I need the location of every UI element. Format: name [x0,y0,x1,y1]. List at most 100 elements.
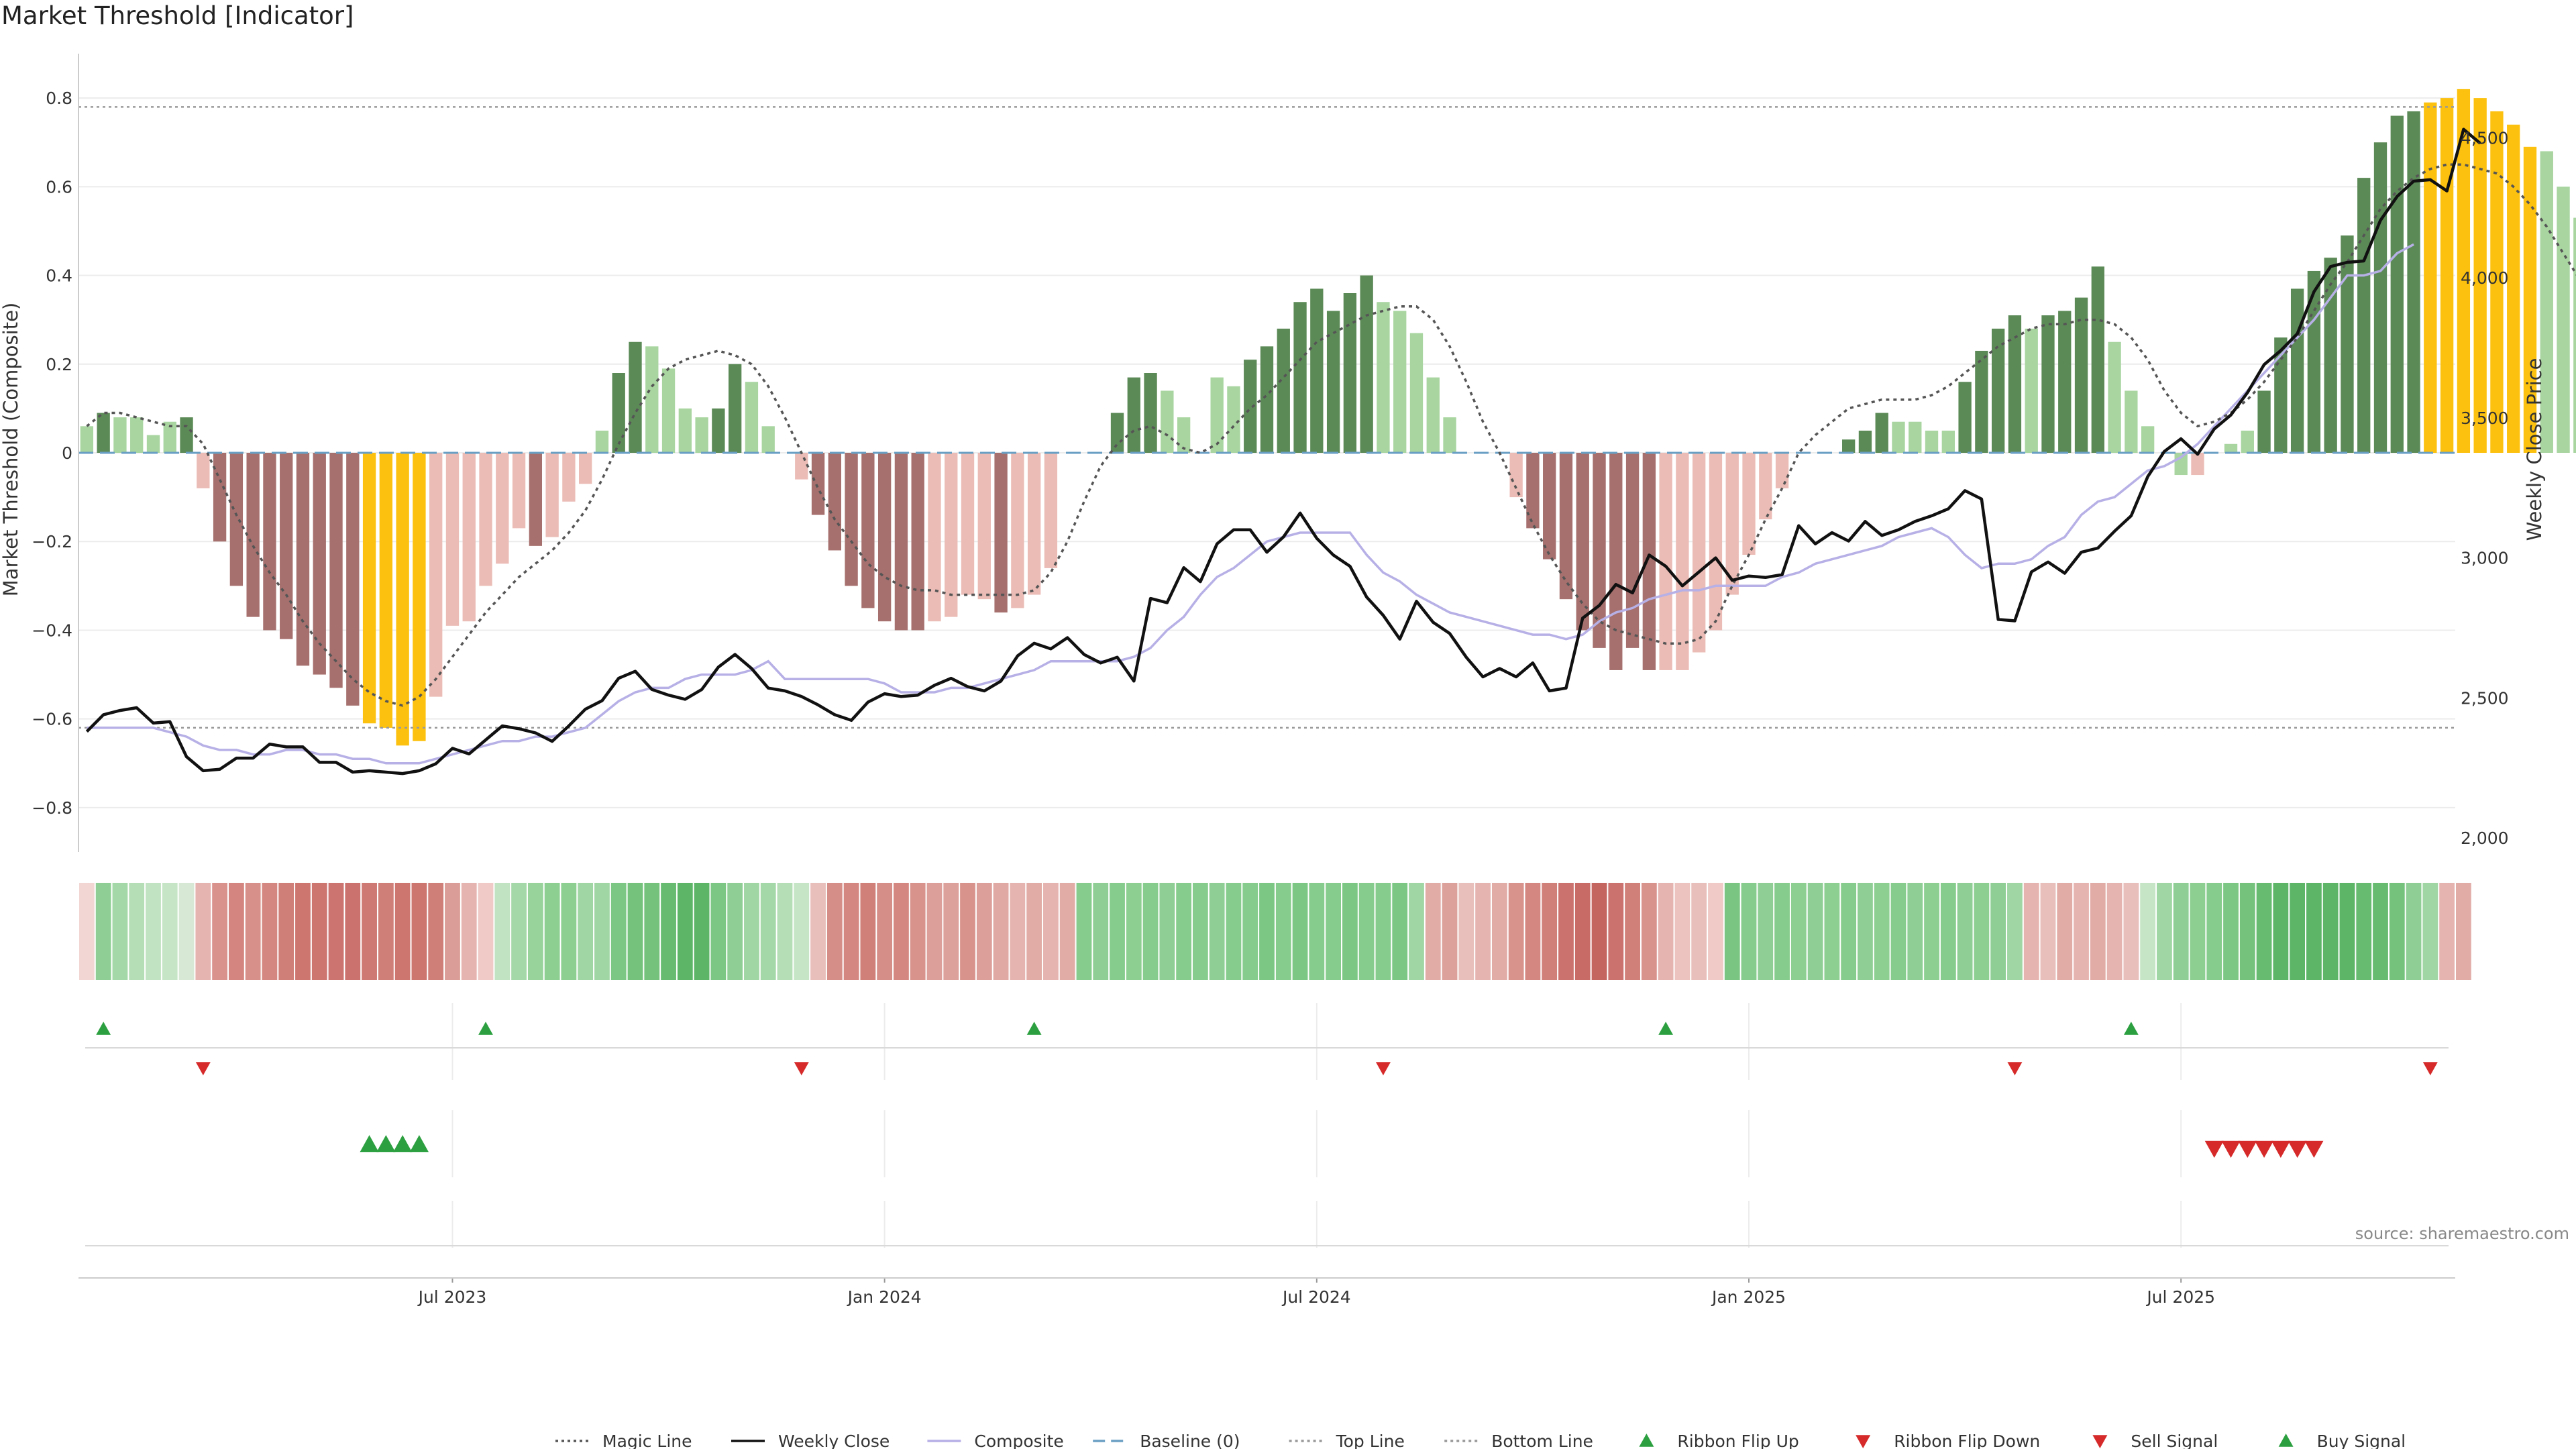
ribbon-cell [1043,883,1059,980]
ribbon-flip-down-marker [2422,1062,2438,1075]
composite-bar [1875,413,1888,453]
y-tick-label: 0.6 [46,177,72,197]
ribbon-cell [178,883,195,980]
legend-label: Ribbon Flip Down [1894,1432,2040,1449]
ribbon-cell [744,883,759,980]
ribbon-cell [1059,883,1075,980]
composite-bar [2041,315,2055,453]
ribbon-cell [146,883,161,980]
composite-bar [945,453,958,617]
composite-bar [811,453,825,515]
x-tick-label: Jul 2024 [1281,1287,1351,1307]
composite-bar [2008,315,2022,453]
composite-bar [562,453,576,502]
left-axis: 0.8 0.6 0.4 0.2 0 −0.2 −0.4 −0.6 −0.8 [32,54,79,852]
composite-bar [1991,328,2005,453]
y-right-tick-label: 2,000 [2461,828,2509,848]
y-tick-label: 0.4 [46,266,72,286]
ribbon-cell [2140,883,2156,980]
sell-signal-marker [2221,1140,2241,1158]
composite-bar [861,453,875,608]
ribbon-cell [2256,883,2272,980]
ribbon-cell [627,883,643,980]
sell-signal-marker [2238,1140,2257,1158]
ribbon-cell [1940,883,1956,980]
ribbon-cell [677,883,693,980]
legend-item: Top Line [1289,1432,1405,1449]
composite-bar [379,453,393,728]
ribbon-cell [894,883,909,980]
composite-bar [2407,111,2420,453]
composite-bar [1925,430,1939,453]
ribbon-cell [1708,883,1723,980]
composite-bar [1144,373,1157,453]
composite-bar [462,453,476,622]
ribbon-cell [1758,883,1774,980]
composite-bar [1443,417,1456,453]
ribbon-cell [428,883,444,980]
ribbon-cell [1525,883,1541,980]
ribbon-cell [1409,883,1424,980]
composite-bar [1642,453,1656,670]
ribbon-cell [1890,883,1907,980]
legend-item: Ribbon Flip Down [1856,1432,2040,1449]
composite-bar [2141,426,2155,453]
legend-label: Buy Signal [2317,1432,2406,1449]
ribbon-cell [262,883,278,980]
ribbon-cell [2074,883,2089,980]
composite-bar [1027,453,1041,595]
ribbon-cell [278,883,294,980]
ribbon-cell [1275,883,1291,980]
ribbon-cell [2157,883,2172,980]
y-right-tick-label: 3,000 [2461,549,2509,568]
composite-bar [2025,328,2038,453]
composite-bar [1742,453,1756,555]
composite-bar [296,453,310,666]
composite-bar [1693,453,1706,653]
ribbon-flip-down-marker [794,1062,809,1075]
composite-bar [1725,453,1739,595]
ribbon-cell [710,883,727,980]
composite-bar [2108,341,2121,453]
composite-bar [961,453,975,595]
signal-panels [85,1003,2449,1248]
composite-bar [1260,346,1274,453]
composite-bar [1011,453,1024,608]
composite-bar [645,346,659,453]
composite-bar [1393,311,1407,453]
ribbon-cell [1159,883,1175,980]
ribbon-cell [594,883,610,980]
ribbon-strip [79,883,2471,980]
composite-bar [911,453,924,631]
composite-bar [928,453,941,622]
composite-bar [496,453,509,564]
ribbon-cell [544,883,560,980]
legend-label: Top Line [1336,1432,1405,1449]
ribbon-cell [1342,883,1358,980]
ribbon-cell [727,883,743,980]
composite-bar [97,413,110,453]
composite-bar [396,453,409,746]
legend-marker [2278,1434,2294,1447]
ribbon-cell [2406,883,2422,980]
composite-bar [1909,421,1922,453]
ribbon-cell [1774,883,1790,980]
ribbon-cell [1142,883,1159,980]
composite-bar [2274,337,2288,453]
composite-bar [712,408,725,453]
composite-bar [429,453,443,697]
ribbon-cell [1807,883,1823,980]
ribbon-cell [1491,883,1507,980]
ribbon-cell [1209,883,1225,980]
composite-bar [2390,115,2404,453]
composite-bar [197,453,210,488]
composite-bar [1609,453,1623,670]
y-tick-label: −0.4 [32,621,72,640]
ribbon-cell [1193,883,1208,980]
composite-bar [1858,430,1872,453]
composite-bar [828,453,841,551]
legend-item: Ribbon Flip Up [1639,1432,1799,1449]
x-tick-label: Jul 2023 [417,1287,487,1307]
legend-label: Baseline (0) [1140,1432,1240,1449]
